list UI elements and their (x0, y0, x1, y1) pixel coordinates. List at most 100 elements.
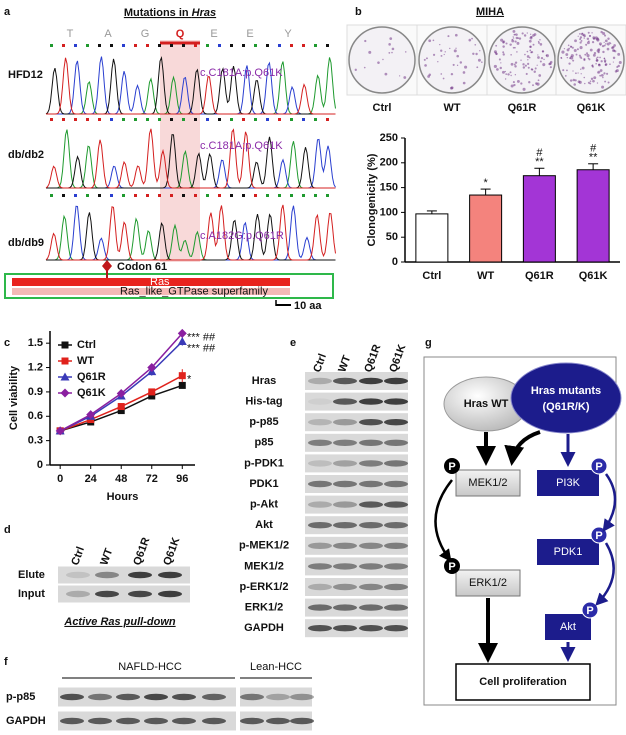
x-tick-label: 24 (85, 473, 98, 485)
colony (588, 40, 590, 42)
colony (613, 44, 616, 47)
colony (584, 82, 586, 85)
blot-band (144, 693, 168, 701)
colony (603, 41, 605, 43)
colony (572, 59, 575, 62)
legend-label: Q61R (77, 371, 106, 383)
blot-strip (240, 687, 312, 707)
y-tick-label: 200 (380, 157, 398, 169)
colony (507, 73, 510, 76)
blot-band (60, 693, 84, 701)
base-tick (62, 118, 65, 121)
blot-band (202, 693, 226, 701)
colony (583, 37, 586, 39)
row-label: GAPDH (244, 622, 284, 634)
base-tick (86, 194, 89, 197)
colony (512, 36, 514, 38)
base-tick (314, 44, 317, 47)
colony (612, 45, 615, 49)
base-tick (98, 194, 101, 197)
colony (591, 65, 594, 68)
y-axis-label: Clonogenicity (%) (366, 153, 378, 246)
base-tick (110, 118, 113, 121)
y-tick-label: 1.2 (28, 361, 43, 373)
base-tick (50, 118, 53, 121)
colony (596, 82, 599, 84)
residue-label: Q (176, 28, 185, 40)
base-tick (278, 44, 281, 47)
colony (495, 44, 498, 47)
blot-band (144, 717, 168, 725)
blot-band (308, 419, 332, 426)
colony (591, 40, 595, 44)
base-tick (230, 118, 233, 121)
base-tick (194, 194, 197, 197)
pathway-diagram: Hras WT Hras mutants (Q61R/K) MEK1/2 ERK… (423, 356, 622, 706)
colony (593, 51, 597, 55)
base-tick (218, 118, 221, 121)
colony (474, 43, 477, 46)
colony (531, 68, 534, 71)
colony (527, 62, 530, 65)
blot-band (308, 460, 332, 467)
base-tick (182, 118, 185, 121)
colony (533, 70, 536, 73)
legend-label: Ctrl (77, 339, 96, 351)
colony (602, 32, 606, 35)
colony (502, 53, 505, 56)
row-label: p-Akt (250, 499, 278, 511)
colony (510, 53, 512, 56)
colony (605, 43, 607, 45)
colony (449, 47, 451, 50)
colony (477, 58, 481, 62)
point (86, 410, 96, 420)
blot-band (359, 604, 383, 611)
colony (560, 56, 563, 59)
colony (377, 61, 380, 64)
colony (537, 41, 540, 44)
colony (566, 69, 568, 72)
colony (603, 44, 606, 47)
colony (527, 66, 530, 69)
colony (588, 34, 591, 37)
blot-band (308, 542, 332, 549)
colony (603, 72, 606, 75)
colony (580, 32, 584, 36)
base-tick (86, 118, 89, 121)
blot-band (240, 693, 264, 701)
colony (423, 58, 426, 61)
base-tick (230, 194, 233, 197)
base-tick (170, 118, 173, 121)
base-tick (134, 194, 137, 197)
colony (455, 47, 457, 49)
blot-band (116, 693, 140, 701)
residue-label: G (141, 28, 150, 40)
colony (579, 46, 583, 50)
row-label: p-PDK1 (244, 457, 284, 469)
colony (432, 53, 436, 56)
blot-band (384, 522, 408, 529)
colony (593, 76, 597, 80)
colony (481, 61, 483, 63)
group-label: NAFLD-HCC (118, 661, 182, 673)
scale-label: 10 aa (294, 300, 322, 312)
colony (499, 66, 502, 70)
colony (600, 30, 603, 34)
blot-band (333, 625, 357, 632)
point (60, 372, 70, 381)
colony (530, 35, 533, 39)
colony (586, 41, 590, 45)
mutation-label: c.C181A:p.Q61K (200, 140, 283, 152)
colony (532, 84, 534, 87)
colony (424, 64, 427, 67)
colony (592, 37, 596, 40)
colony (570, 55, 572, 58)
colony (388, 51, 391, 54)
legend-label: WT (77, 355, 94, 367)
base-tick (290, 118, 293, 121)
node-label: PI3K (556, 477, 581, 489)
colony (500, 62, 502, 64)
base-tick (266, 118, 269, 121)
blot-strip (58, 566, 190, 584)
colony (586, 54, 590, 58)
